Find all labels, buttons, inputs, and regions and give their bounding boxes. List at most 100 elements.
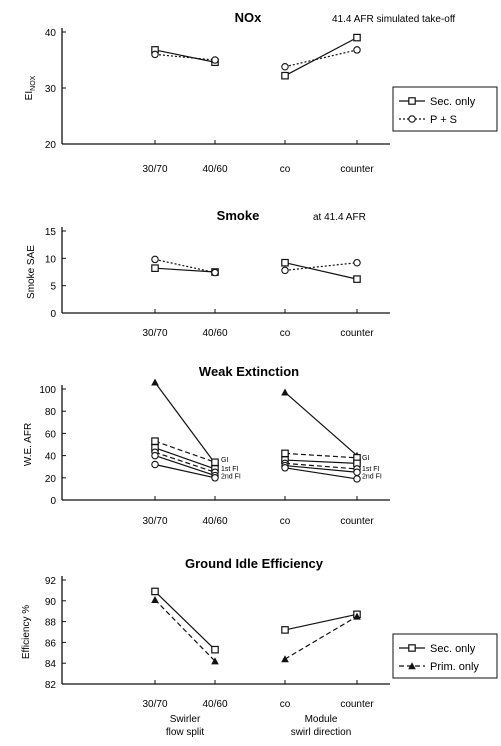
series-line-segment <box>284 262 358 271</box>
series-line-segment <box>284 613 358 631</box>
y-tick-label: 20 <box>45 474 57 485</box>
data-point <box>211 56 219 64</box>
chart-title: NOx <box>235 10 263 25</box>
legend-marker <box>408 644 416 652</box>
data-point <box>281 258 289 267</box>
series-1 <box>151 255 361 277</box>
chart-title: Ground Idle Efficiency <box>185 556 324 571</box>
data-point <box>151 451 159 460</box>
data-point <box>151 587 159 596</box>
x-group-label: Swirler <box>170 714 201 725</box>
x-group-label: Module <box>305 714 338 725</box>
y-tick-label: 80 <box>45 407 57 418</box>
series-0 <box>151 378 361 467</box>
series-1 <box>151 437 361 467</box>
x-tick-label: counter <box>340 328 374 339</box>
data-point <box>281 266 289 275</box>
chart-annotation: 41.4 AFR simulated take-off <box>332 14 455 25</box>
legend-label: Sec. only <box>430 643 476 655</box>
data-point <box>151 437 159 445</box>
y-axis-label: W.E. AFR <box>23 423 34 466</box>
x-tick-label: counter <box>340 164 374 175</box>
series-line-segment <box>154 451 216 473</box>
data-point <box>151 255 159 264</box>
data-point <box>151 460 159 469</box>
series-line-segment <box>154 599 216 662</box>
series-line-segment <box>154 381 216 464</box>
x-tick-label: 30/70 <box>142 164 167 175</box>
y-tick-label: 92 <box>45 576 57 587</box>
x-tick-label: co <box>280 516 291 527</box>
data-point <box>353 46 361 54</box>
data-point <box>211 645 219 654</box>
y-axis-label-subscript: NOX <box>30 75 37 91</box>
legend-marker <box>408 97 416 105</box>
series-5 <box>151 460 361 483</box>
x-tick-label: co <box>280 699 291 710</box>
y-tick-label: 30 <box>45 84 57 95</box>
y-tick-label: 40 <box>45 452 57 463</box>
series-line-segment <box>154 267 216 273</box>
x-tick-label: 40/60 <box>202 164 227 175</box>
y-axis-label: Efficiency % <box>21 605 32 659</box>
data-point <box>211 474 219 482</box>
x-tick-label: counter <box>340 699 374 710</box>
data-point <box>151 378 159 386</box>
series-line-segment <box>154 49 216 63</box>
legend-box <box>392 86 498 132</box>
y-tick-label: 90 <box>45 597 57 608</box>
line-end-label: 2nd FI <box>362 474 382 481</box>
data-point <box>211 268 219 277</box>
x-group-label: swirl direction <box>291 727 352 738</box>
legend-label: Sec. only <box>430 96 476 108</box>
series-line-segment <box>284 262 358 280</box>
series-line-segment <box>284 459 358 464</box>
series-line-segment <box>284 615 358 660</box>
series-line-segment <box>284 467 358 480</box>
data-point <box>353 275 361 283</box>
data-point <box>281 655 289 663</box>
line-end-label: 1st FI <box>221 466 239 473</box>
x-tick-label: 30/70 <box>142 699 167 710</box>
x-tick-label: 40/60 <box>202 699 227 710</box>
legend: Sec. only Prim. only <box>392 633 498 679</box>
data-point <box>353 33 361 42</box>
y-axis-label-text: Efficiency % <box>21 605 32 659</box>
y-tick-label: 10 <box>45 254 57 265</box>
legend-label: P + S <box>430 114 457 126</box>
legend-label: Prim. only <box>430 661 479 673</box>
data-point <box>211 657 219 665</box>
line-end-label: 2nd FI <box>221 474 241 481</box>
legend-marker <box>408 115 416 123</box>
data-point <box>353 475 361 483</box>
y-tick-label: 15 <box>45 227 57 238</box>
y-tick-label: 20 <box>45 140 57 151</box>
y-tick-label: 88 <box>45 618 57 629</box>
x-tick-label: 30/70 <box>142 328 167 339</box>
y-axis-label-text: W.E. AFR <box>23 423 34 466</box>
y-tick-label: 82 <box>45 680 57 691</box>
data-point <box>281 71 289 80</box>
y-tick-label: 86 <box>45 638 57 649</box>
series-line-segment <box>284 49 358 68</box>
data-point <box>151 50 159 59</box>
y-tick-label: 84 <box>45 659 57 670</box>
series-1 <box>151 595 361 665</box>
x-group-label: flow split <box>166 727 205 738</box>
series-line-segment <box>284 462 358 470</box>
x-tick-label: 40/60 <box>202 516 227 527</box>
line-end-label: 1st FI <box>362 466 380 473</box>
series-line-segment <box>154 440 216 463</box>
x-tick-label: co <box>280 164 291 175</box>
chart-annotation: at 41.4 AFR <box>313 212 366 223</box>
data-point <box>151 595 159 603</box>
x-tick-label: 40/60 <box>202 328 227 339</box>
data-point <box>211 458 219 467</box>
series-0 <box>151 587 361 654</box>
series-line-segment <box>154 463 216 479</box>
legend-marker <box>408 662 416 670</box>
x-tick-label: co <box>280 328 291 339</box>
x-tick-label: counter <box>340 516 374 527</box>
line-end-label: GI <box>221 457 228 464</box>
data-point <box>353 468 361 476</box>
